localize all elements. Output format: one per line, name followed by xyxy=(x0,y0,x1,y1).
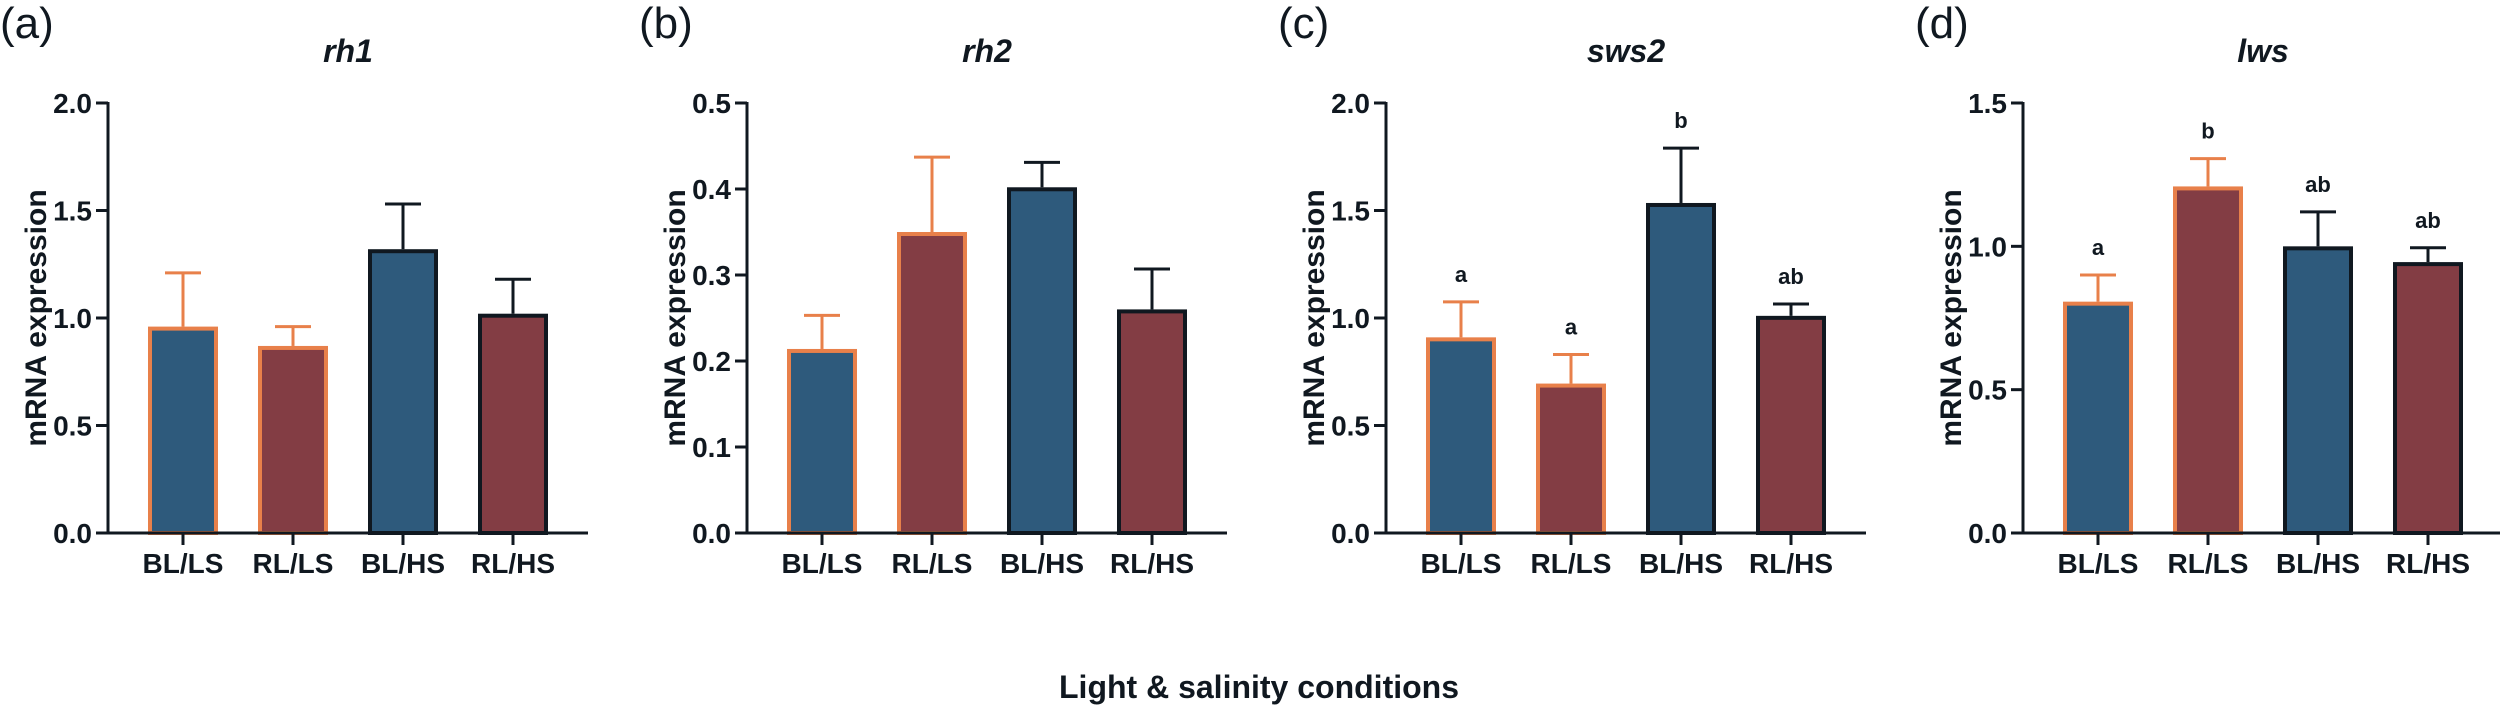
x-tick-label: RL/LS xyxy=(1531,548,1612,579)
bar-bl-ls xyxy=(2063,301,2133,535)
bar-rl-hs xyxy=(1756,315,1826,535)
y-axis-label: mRNA expression xyxy=(1298,189,1331,446)
significance-letter: a xyxy=(2092,235,2105,260)
x-tick-label: RL/HS xyxy=(1110,548,1194,579)
bar-rl-hs xyxy=(478,313,548,536)
panel-lws: (d) lws mRNA expression a BL/LS b RL/LS ab BL/HS… xyxy=(1915,0,2500,579)
y-tick-label: 0.5 xyxy=(692,88,731,119)
y-tick-label: 0.0 xyxy=(1968,518,2007,549)
x-tick-label: RL/HS xyxy=(471,548,555,579)
y-axis-label: mRNA expression xyxy=(659,189,692,446)
x-tick-label: BL/HS xyxy=(1000,548,1084,579)
panel-rh1: (a) rh1 mRNA expression BL/LS RL/LS BL/HS RL/H… xyxy=(0,0,588,579)
significance-letter: a xyxy=(1565,315,1578,340)
y-tick-label: 0.0 xyxy=(692,518,731,549)
bar-rl-ls xyxy=(2173,186,2243,535)
bar-bl-hs xyxy=(2283,246,2353,535)
y-tick-label: 1.5 xyxy=(1331,196,1370,227)
y-tick-label: 0.0 xyxy=(1331,518,1370,549)
bar-bl-ls xyxy=(148,326,218,535)
y-tick-label: 0.4 xyxy=(692,174,731,205)
x-tick-label: BL/LS xyxy=(143,548,224,579)
y-tick-label: 1.5 xyxy=(53,196,92,227)
y-tick-label: 0.3 xyxy=(692,260,731,291)
y-tick-label: 1.0 xyxy=(1968,231,2007,262)
significance-letter: ab xyxy=(2415,208,2441,233)
panel-title: lws xyxy=(2237,33,2289,69)
y-tick-label: 0.1 xyxy=(692,432,731,463)
panel-label: (b) xyxy=(639,0,693,48)
panel-title: rh1 xyxy=(323,33,373,69)
bar-rl-ls xyxy=(897,232,967,535)
y-tick-label: 1.0 xyxy=(1331,303,1370,334)
y-tick-label: 2.0 xyxy=(1331,88,1370,119)
bar-bl-ls xyxy=(787,348,857,535)
y-tick-label: 1.0 xyxy=(53,303,92,334)
panel-label: (d) xyxy=(1915,0,1969,48)
y-axis-label: mRNA expression xyxy=(1935,189,1968,446)
x-tick-label: BL/HS xyxy=(2276,548,2360,579)
significance-letter: b xyxy=(1674,108,1687,133)
y-axis-label: mRNA expression xyxy=(20,189,53,446)
panel-title: rh2 xyxy=(962,33,1012,69)
significance-letter: ab xyxy=(2305,172,2331,197)
panel-sws2: (c) sws2 mRNA expression a BL/LS a RL/LS b BL/HS… xyxy=(1278,0,1866,579)
y-tick-label: 0.5 xyxy=(1968,375,2007,406)
x-tick-label: RL/LS xyxy=(2168,548,2249,579)
bar-bl-hs xyxy=(1646,202,1716,535)
panel-label: (a) xyxy=(0,0,54,48)
y-tick-label: 2.0 xyxy=(53,88,92,119)
y-tick-label: 0.2 xyxy=(692,346,731,377)
x-tick-label: RL/LS xyxy=(892,548,973,579)
y-tick-label: 0.5 xyxy=(53,411,92,442)
x-tick-label: BL/LS xyxy=(2058,548,2139,579)
x-tick-label: BL/HS xyxy=(361,548,445,579)
y-tick-label: 0.0 xyxy=(53,518,92,549)
x-tick-label: RL/LS xyxy=(253,548,334,579)
bar-rl-ls xyxy=(258,345,328,536)
bar-rl-hs xyxy=(2393,262,2463,535)
shared-x-axis-label: Light & salinity conditions xyxy=(1059,669,1459,705)
bar-rl-ls xyxy=(1536,383,1606,536)
significance-letter: b xyxy=(2201,119,2214,144)
bar-bl-hs xyxy=(368,249,438,535)
bar-bl-hs xyxy=(1007,187,1077,535)
x-tick-label: BL/LS xyxy=(1421,548,1502,579)
significance-letter: ab xyxy=(1778,264,1804,289)
bar-rl-hs xyxy=(1117,309,1187,535)
panel-title: sws2 xyxy=(1587,33,1665,69)
x-tick-label: BL/LS xyxy=(782,548,863,579)
y-tick-label: 0.5 xyxy=(1331,411,1370,442)
x-tick-label: RL/HS xyxy=(1749,548,1833,579)
x-tick-label: BL/HS xyxy=(1639,548,1723,579)
x-tick-label: RL/HS xyxy=(2386,548,2470,579)
y-tick-label: 1.5 xyxy=(1968,88,2007,119)
panel-rh2: (b) rh2 mRNA expression BL/LS RL/LS BL/HS RL/H… xyxy=(639,0,1227,579)
bar-bl-ls xyxy=(1426,337,1496,535)
panel-label: (c) xyxy=(1278,0,1329,48)
significance-letter: a xyxy=(1455,262,1468,287)
